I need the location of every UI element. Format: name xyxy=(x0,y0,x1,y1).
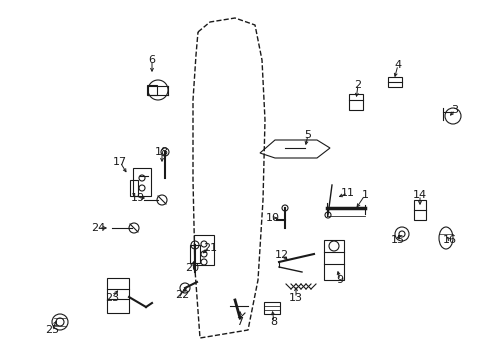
Text: 22: 22 xyxy=(175,290,189,300)
Bar xyxy=(147,85,157,95)
Bar xyxy=(190,245,200,263)
Text: 24: 24 xyxy=(91,223,105,233)
Text: 10: 10 xyxy=(265,213,280,223)
Bar xyxy=(107,278,129,312)
Text: 15: 15 xyxy=(390,235,404,245)
Text: 4: 4 xyxy=(394,60,401,70)
Bar xyxy=(264,302,280,314)
Text: 19: 19 xyxy=(131,193,145,203)
Text: 9: 9 xyxy=(336,275,343,285)
Text: 17: 17 xyxy=(113,157,127,167)
Text: 2: 2 xyxy=(354,80,361,90)
Text: 1: 1 xyxy=(361,190,368,200)
Bar xyxy=(133,168,151,196)
Bar xyxy=(130,180,138,196)
Text: 13: 13 xyxy=(288,293,303,303)
Bar xyxy=(413,200,425,220)
Text: 12: 12 xyxy=(274,250,288,260)
Bar xyxy=(194,235,214,265)
Text: 25: 25 xyxy=(45,325,59,335)
Bar xyxy=(387,77,401,87)
Text: 16: 16 xyxy=(442,235,456,245)
Text: 5: 5 xyxy=(304,130,311,140)
Text: 14: 14 xyxy=(412,190,426,200)
Bar xyxy=(348,94,362,110)
Text: 8: 8 xyxy=(270,317,277,327)
Text: 18: 18 xyxy=(155,147,169,157)
Text: 6: 6 xyxy=(148,55,155,65)
Text: 23: 23 xyxy=(105,293,119,303)
Bar xyxy=(324,240,343,280)
Text: 3: 3 xyxy=(450,105,458,115)
Text: 11: 11 xyxy=(340,188,354,198)
Text: 21: 21 xyxy=(203,243,217,253)
Text: 20: 20 xyxy=(184,263,199,273)
Text: 7: 7 xyxy=(236,317,243,327)
